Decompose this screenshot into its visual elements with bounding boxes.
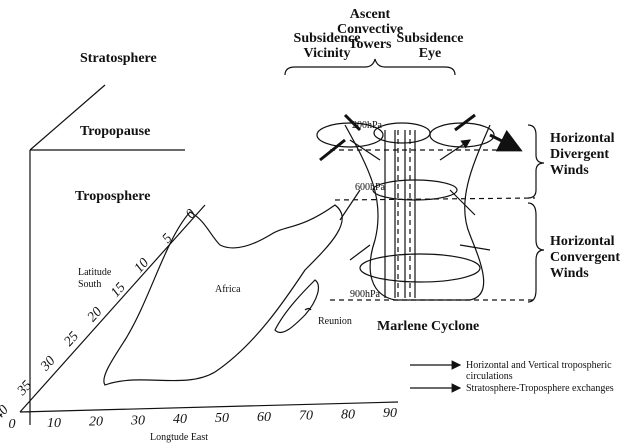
longitude-tick: 0 (9, 417, 16, 432)
longitude-tick: 40 (173, 412, 187, 427)
divergent-label: Divergent (550, 147, 609, 162)
latitude-label: South (78, 279, 101, 290)
ascent-label: Convective (337, 22, 403, 37)
longitude-tick: 80 (341, 407, 355, 422)
latitude-tick: 40 (0, 403, 12, 423)
divergent-brace (527, 124, 545, 199)
subsidence-vicinity-label: Vicinity (304, 46, 351, 61)
stratosphere-label: Stratosphere (80, 51, 157, 66)
ascent-label: Towers (348, 37, 392, 52)
frame (19, 84, 399, 425)
africa-label: Africa (215, 284, 241, 295)
reunion-mark (304, 307, 312, 311)
divergent-label: Winds (550, 163, 589, 178)
convergent-brace (527, 202, 545, 303)
cyclone-label: Marlene Cyclone (377, 319, 479, 334)
legend-text: Stratosphere-Troposphere exchanges (466, 383, 614, 394)
longitude-tick: 10 (47, 416, 61, 431)
convergent-label: Horizontal (550, 234, 615, 249)
subsidence-vicinity-label: Subsidence (294, 31, 361, 46)
longitude-tick: 70 (299, 409, 313, 424)
africa-outline (103, 204, 343, 386)
cyclone (316, 113, 535, 301)
longitude-tick: 30 (130, 413, 145, 428)
latitude-tick: 10 (132, 256, 153, 276)
longitude-tick: 60 (257, 410, 271, 425)
troposphere-label: Troposphere (75, 189, 150, 204)
subsidence-eye-label: Eye (419, 46, 442, 61)
madagascar-outline (274, 279, 319, 334)
ascent-label: Ascent (350, 7, 391, 22)
longitude-tick: 50 (215, 411, 229, 426)
latitude-label: Latitude (78, 267, 112, 278)
longitude-tick: 20 (89, 415, 103, 430)
subsidence-eye-label: Subsidence (397, 31, 464, 46)
reunion-label: Reunion (318, 316, 352, 327)
latitude-tick: 20 (85, 305, 106, 325)
latitude-tick: 5 (160, 231, 176, 246)
latitude-tick: 30 (37, 354, 58, 375)
longitude-tick: 90 (383, 406, 397, 421)
divergent-label: Horizontal (550, 131, 615, 146)
top-brace (284, 58, 456, 76)
latitude-tick: 35 (14, 378, 35, 399)
pressure-200: 200hPa (352, 120, 383, 131)
tropopause-label: Tropopause (80, 124, 150, 139)
convergent-label: Convergent (550, 250, 620, 265)
pressure-900: 900hPa (350, 289, 381, 300)
legend-text: Horizontal and Vertical tropospheric (466, 360, 612, 371)
legend-text: circulations (466, 371, 513, 382)
pressure-600: 600hPa (355, 182, 386, 193)
convergent-label: Winds (550, 266, 589, 281)
longitude-label: Longtude East (150, 432, 208, 443)
latitude-tick: 15 (108, 280, 129, 300)
